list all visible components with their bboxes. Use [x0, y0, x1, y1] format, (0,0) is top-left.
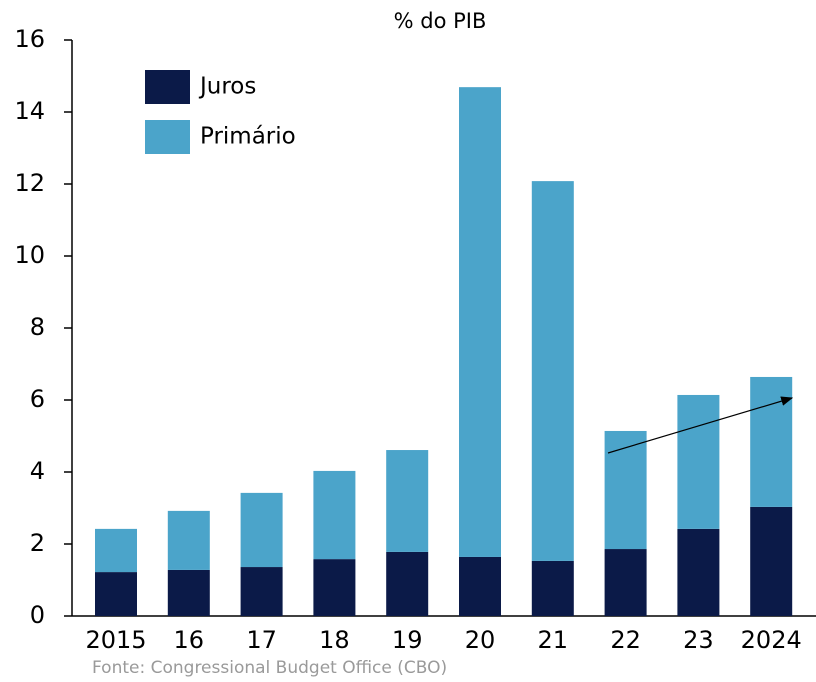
bar-segment — [459, 87, 501, 557]
y-tick-label: 12 — [14, 169, 45, 197]
y-tick-label: 16 — [14, 25, 45, 53]
legend-label: Primário — [200, 124, 296, 150]
y-tick-label: 8 — [30, 313, 45, 341]
bar-segment — [750, 506, 793, 616]
bar-segment — [604, 549, 647, 616]
bar-segment — [604, 430, 647, 550]
bar-segment — [313, 470, 356, 560]
x-tick-label: 19 — [392, 626, 423, 654]
x-tick-label: 16 — [174, 626, 205, 654]
x-tick-label: 23 — [683, 626, 714, 654]
x-tick-label: 2015 — [85, 626, 146, 654]
y-tick-label: 4 — [30, 457, 45, 485]
y-tick-label: 2 — [30, 529, 45, 557]
bar-segment — [167, 510, 210, 570]
x-tick-label: 2024 — [741, 626, 802, 654]
y-tick-label: 14 — [14, 97, 45, 125]
bar-segment — [677, 528, 720, 616]
legend-label: Juros — [198, 74, 256, 100]
bar-segment — [95, 572, 137, 616]
bar-segment — [677, 394, 720, 529]
x-tick-label: 21 — [538, 626, 569, 654]
x-tick-label: 22 — [610, 626, 641, 654]
bar-segment — [750, 376, 793, 507]
x-tick-label: 17 — [246, 626, 277, 654]
bar-segment — [313, 559, 356, 616]
bar-segment — [240, 567, 283, 616]
x-tick-label: 18 — [319, 626, 350, 654]
bar-segment — [386, 450, 429, 552]
bar-segment — [240, 492, 283, 568]
x-tick-label: 20 — [465, 626, 496, 654]
chart-title: % do PIB — [394, 9, 487, 33]
bar-segment — [459, 556, 501, 616]
bar-segment — [167, 569, 210, 616]
bar-segment — [531, 181, 574, 561]
bar-segment — [531, 560, 574, 616]
source-note: Fonte: Congressional Budget Office (CBO) — [92, 658, 447, 678]
y-tick-label: 10 — [14, 241, 45, 269]
y-tick-label: 6 — [30, 385, 45, 413]
bar-segment — [386, 551, 429, 616]
trend-arrow — [607, 396, 794, 454]
legend-swatch — [145, 70, 190, 104]
y-tick-label: 0 — [30, 601, 45, 629]
legend-swatch — [145, 120, 190, 154]
bar-segment — [95, 528, 137, 573]
